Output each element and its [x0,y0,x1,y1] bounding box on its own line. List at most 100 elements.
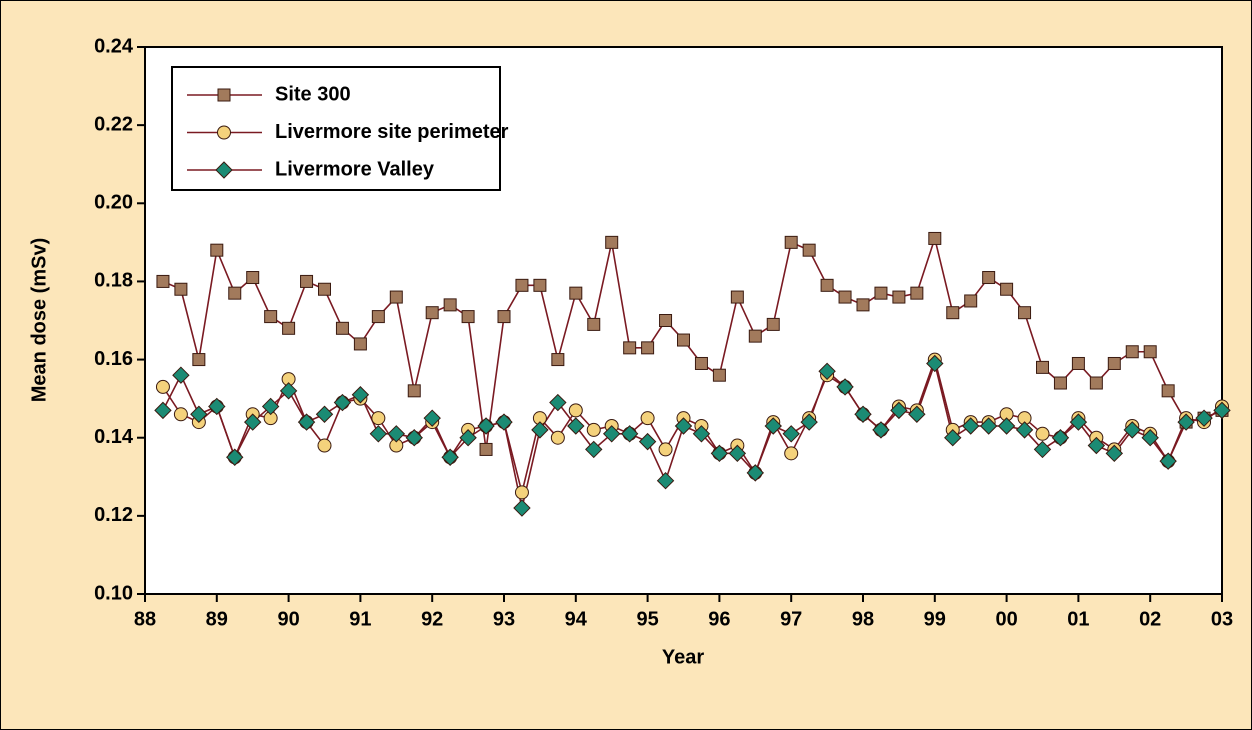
marker [1125,345,1139,359]
marker [264,310,278,324]
marker [405,429,423,447]
marker [174,282,188,296]
marker [568,403,583,418]
marker [479,442,493,456]
marker [946,306,960,320]
marker [441,448,459,466]
x-tick-label: 01 [1067,608,1089,630]
marker [371,411,386,426]
marker [1141,429,1159,447]
marker [944,429,962,447]
marker [746,464,765,482]
x-tick-label: 89 [206,608,228,630]
marker [1087,436,1106,455]
legend-label: Site 300 [275,83,351,105]
marker [656,471,675,490]
marker [300,274,314,288]
marker [423,409,441,427]
marker [1161,384,1175,398]
y-tick-label: 0.16 [94,348,133,370]
marker [1035,426,1050,441]
marker [1089,376,1103,390]
marker [766,317,780,331]
marker [1177,413,1195,431]
marker [461,310,475,324]
marker [872,421,890,439]
marker [890,401,908,420]
x-tick-label: 02 [1139,608,1161,630]
marker [602,425,621,443]
marker [961,417,980,435]
marker [173,407,188,422]
marker [282,321,296,335]
marker [477,417,495,435]
x-tick-label: 97 [780,608,802,630]
legend-label: Livermore site perimeter [275,121,509,143]
marker [1051,429,1070,447]
marker [425,306,439,320]
marker [1033,440,1052,459]
marker [1105,444,1124,463]
marker [585,440,603,459]
marker [677,333,690,347]
x-tick-label: 93 [493,608,515,630]
marker [531,421,549,439]
y-tick-label: 0.20 [94,192,133,214]
marker [782,425,800,443]
marker [854,405,872,423]
y-axis-label: Mean dose (mSv) [28,238,50,402]
x-tick-label: 90 [277,608,299,630]
marker [1071,356,1085,370]
x-tick-label: 92 [421,608,443,630]
marker [802,243,816,257]
marker [192,353,206,367]
marker [533,278,547,292]
x-tick-label: 03 [1211,608,1233,630]
marker [623,341,637,355]
marker [892,290,906,304]
x-tick-label: 98 [852,608,874,630]
marker [208,397,226,416]
marker [497,310,511,324]
marker [1159,452,1177,470]
marker [586,422,601,437]
marker [190,405,208,423]
marker [172,366,190,384]
marker [407,384,421,398]
y-tick-label: 0.18 [94,270,133,292]
marker [495,413,513,431]
marker [605,235,619,249]
marker [748,329,762,343]
marker [513,499,531,517]
marker [997,417,1016,435]
marker [333,393,352,412]
marker [694,356,708,370]
marker [335,321,349,335]
marker [279,382,298,400]
x-tick-label: 88 [134,608,156,630]
x-tick-label: 99 [924,608,946,630]
marker [658,442,673,457]
marker [800,413,818,431]
marker [569,286,583,300]
marker [1000,282,1014,296]
marker [459,429,477,447]
marker [964,294,978,308]
x-tick-label: 00 [995,608,1017,630]
marker [217,88,231,102]
marker [551,353,565,367]
marker [1123,421,1141,439]
marker [246,271,260,285]
marker [818,362,836,381]
marker [910,286,924,300]
marker [764,417,782,435]
marker [1213,401,1231,420]
marker [710,444,729,463]
marker [217,125,231,140]
marker [315,405,334,423]
marker [550,430,565,445]
marker [730,290,744,304]
marker [856,298,870,312]
marker [1053,376,1067,390]
marker [836,378,854,396]
